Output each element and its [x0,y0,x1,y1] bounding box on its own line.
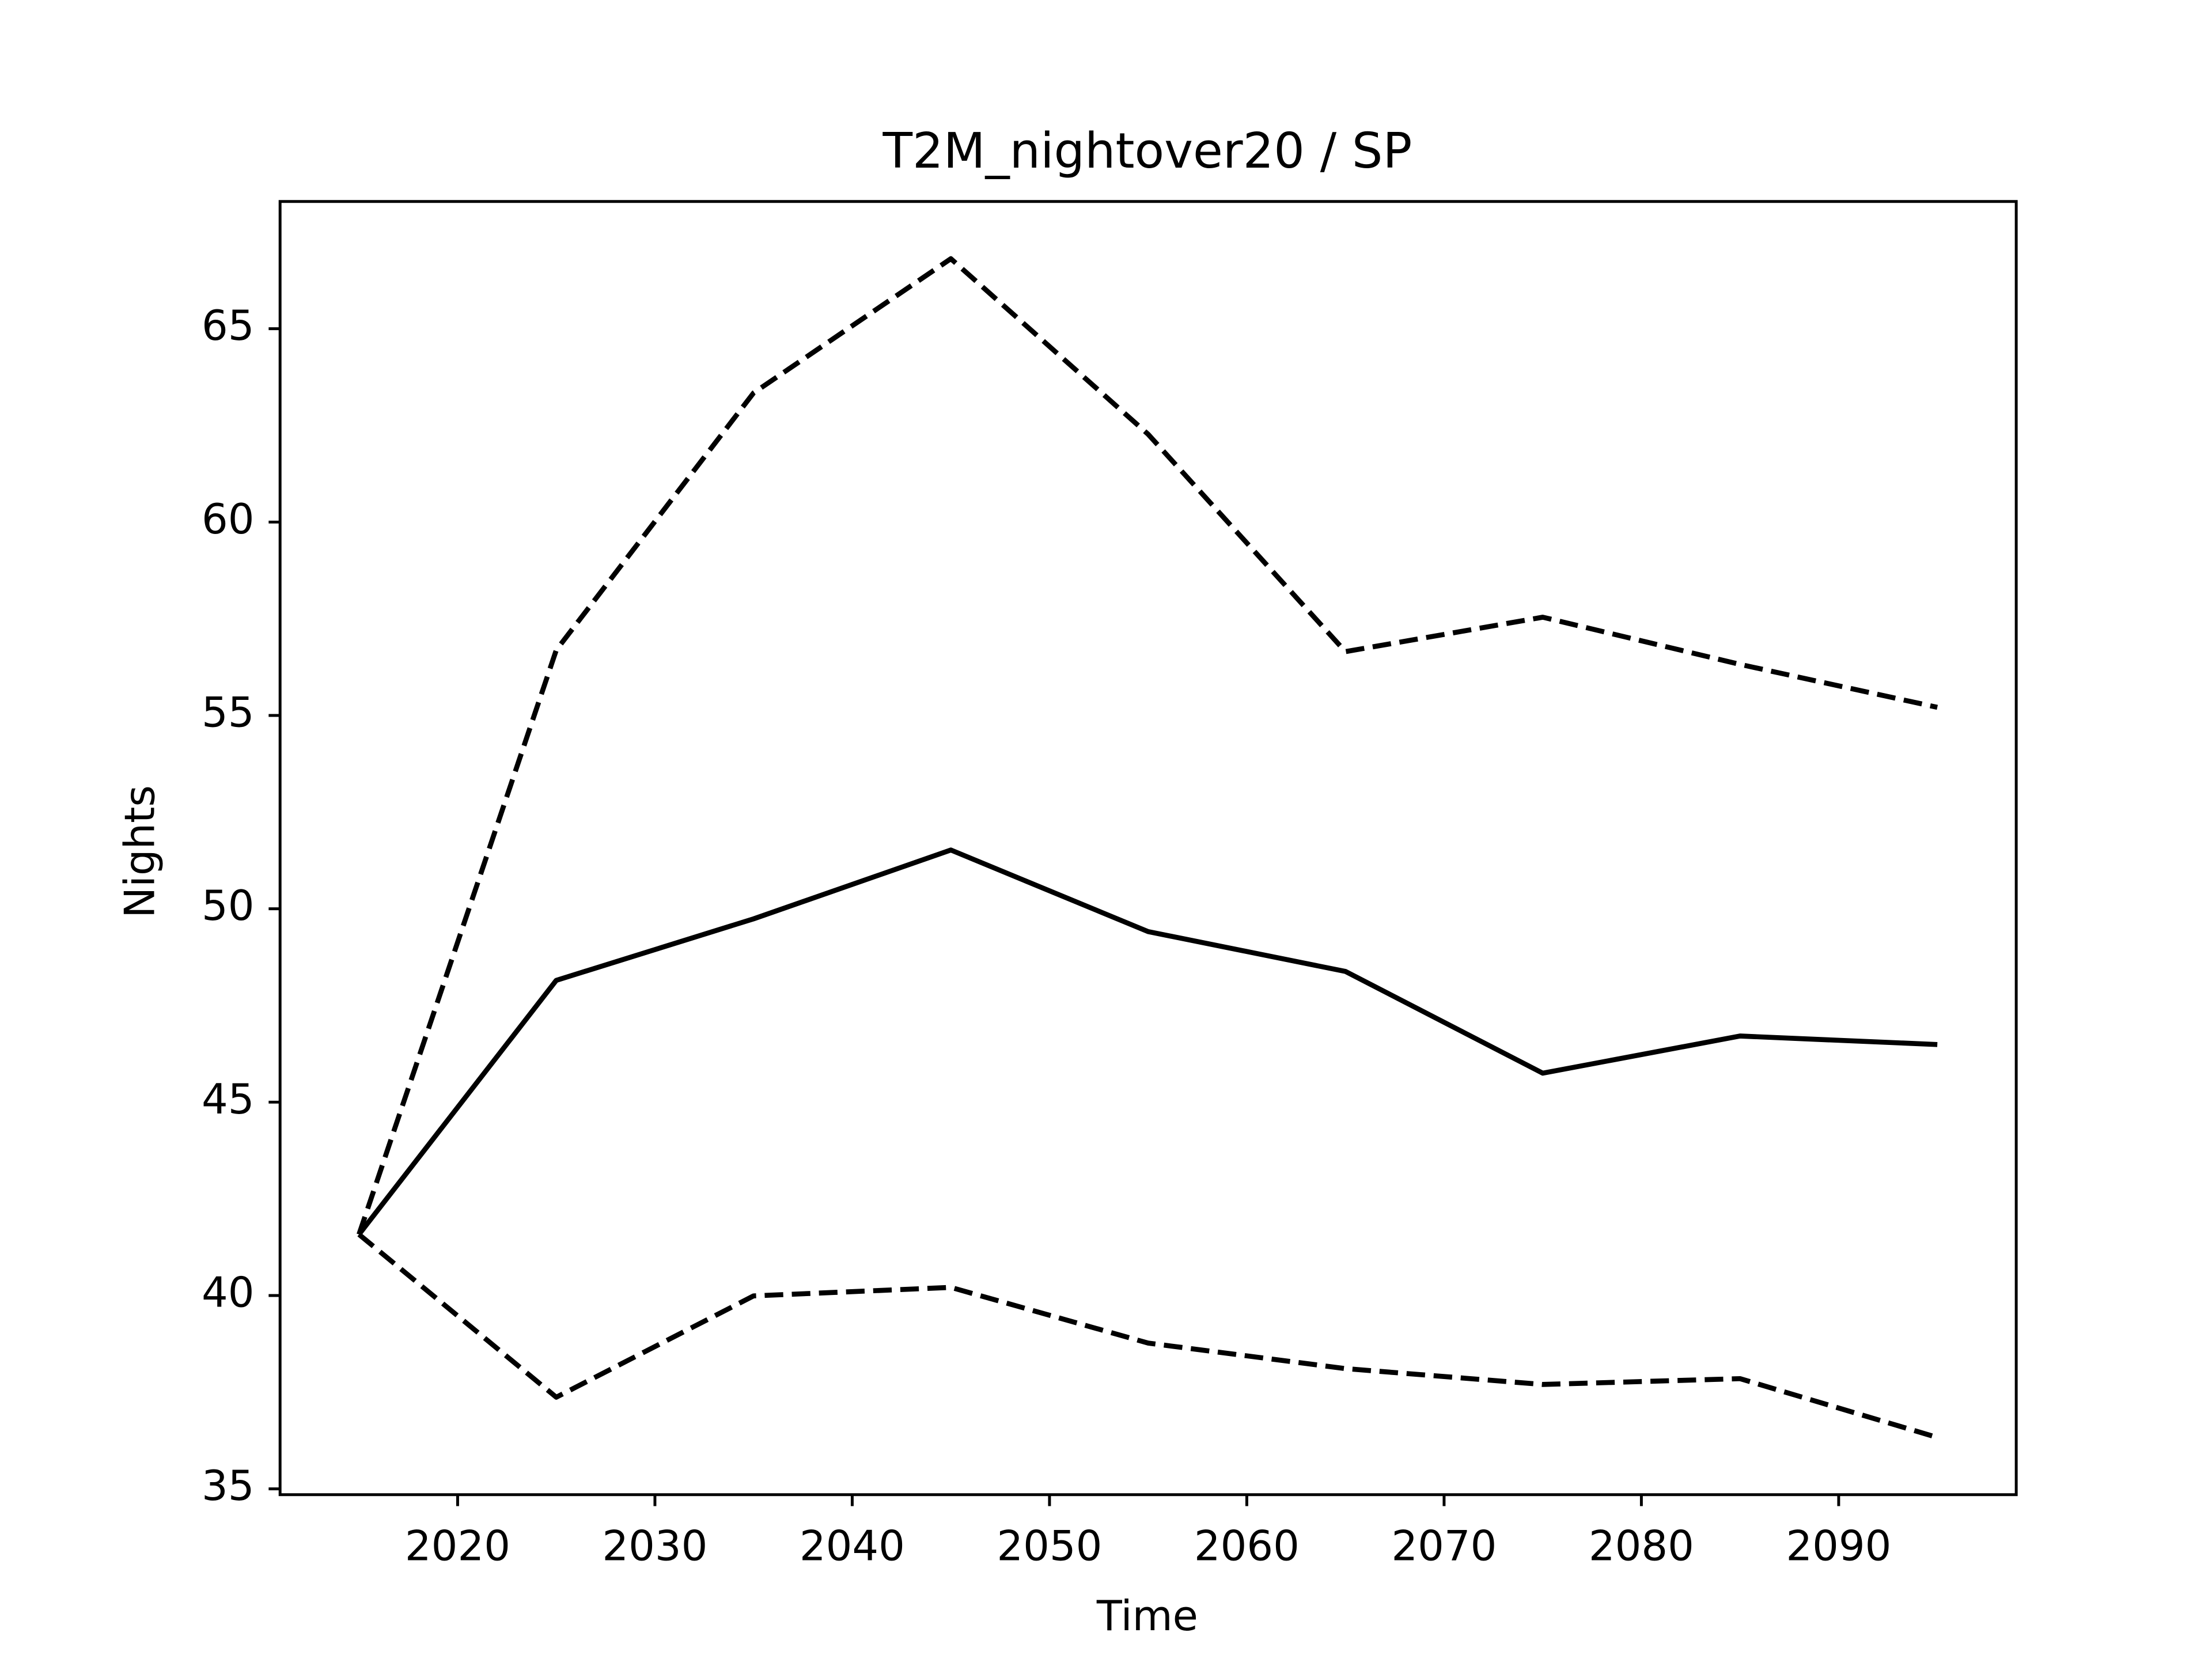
plot-frame [278,200,2018,1497]
series-line [357,847,1938,1236]
y-tick-label: 40 [202,1268,255,1317]
y-axis-label: Nights [116,785,164,918]
series-line [357,256,1938,1236]
x-tick-label: 2060 [1194,1522,1300,1570]
x-axis-label: Time [1096,1592,1198,1640]
x-tick-label: 2040 [800,1522,905,1570]
x-tick-label: 2080 [1589,1522,1694,1570]
chart-title: T2M_nightover20 / SP [882,123,1412,179]
y-tick-label: 60 [202,495,255,543]
y-tick-label: 50 [202,881,255,930]
x-tick-label: 2020 [405,1522,510,1570]
y-tick-label: 55 [202,688,255,737]
y-tick-label: 35 [202,1461,255,1510]
series-line [357,1232,1938,1440]
x-tick-label: 2090 [1786,1522,1891,1570]
x-tick-label: 2030 [602,1522,707,1570]
x-tick-label: 2070 [1391,1522,1497,1570]
y-tick-label: 45 [202,1075,255,1123]
x-tick-label: 2050 [997,1522,1102,1570]
y-tick-label: 65 [202,301,255,350]
